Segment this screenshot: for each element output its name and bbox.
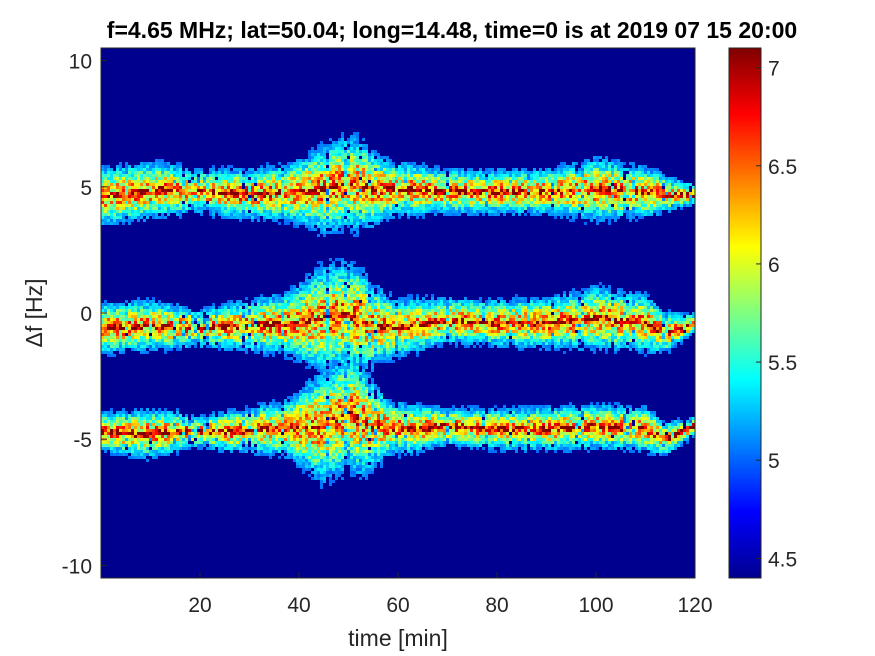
x-axis-label: time [min]	[348, 625, 448, 651]
heatmap-cells	[479, 189, 482, 192]
heatmap-cells	[185, 321, 188, 324]
heatmap-cells	[146, 324, 149, 327]
heatmap-cells	[164, 180, 638, 441]
heatmap-cells	[221, 429, 224, 432]
y-tick-label: 5	[80, 177, 92, 200]
heatmap-cells	[341, 315, 344, 318]
heatmap-cells	[422, 429, 425, 432]
colorbar-tick-label: 5.5	[768, 352, 797, 375]
heatmap-cells	[377, 420, 380, 423]
y-axis-ticks: -10 -5 0 5 10	[62, 51, 107, 578]
heatmap-cells	[512, 189, 515, 192]
chart-title: f=4.65 MHz; lat=50.04; long=14.48, time=…	[107, 17, 797, 43]
heatmap-cells	[323, 186, 326, 189]
heatmap-cells	[440, 426, 443, 429]
heatmap-cells	[548, 327, 551, 330]
heatmap-cells	[479, 429, 482, 432]
colorbar-tick-label: 5	[768, 450, 780, 473]
heatmap-cells	[521, 426, 524, 429]
heatmap-cells	[110, 192, 113, 195]
x-axis-ticks: 20 40 60 80 100 120	[188, 572, 713, 617]
heatmap-cells	[458, 189, 461, 192]
colorbar-ticks: 4.5 5 5.5 6 6.5 7	[756, 58, 797, 571]
colorbar-tick-label: 7	[768, 58, 780, 81]
x-tick-label: 80	[485, 594, 508, 617]
heatmap-cells	[107, 162, 572, 441]
x-tick-label: 40	[287, 594, 310, 617]
colorbar-tick-label: 4.5	[768, 548, 797, 571]
heatmap-cells	[341, 174, 344, 177]
y-tick-label: 10	[69, 51, 92, 74]
heatmap-cells	[314, 318, 317, 321]
heatmap-cells	[605, 186, 611, 192]
heatmap-cells	[593, 189, 596, 192]
heatmap-cells	[476, 426, 479, 429]
heatmap-cells	[365, 420, 368, 423]
y-tick-label: 0	[80, 303, 92, 326]
heatmap-cells	[521, 321, 524, 324]
x-tick-label: 100	[578, 594, 613, 617]
y-axis-label: Δf [Hz]	[21, 278, 47, 347]
heatmap-cells	[251, 429, 254, 432]
heatmap-cells	[128, 150, 674, 453]
heatmap-cells	[266, 324, 269, 327]
heatmap-cells	[113, 135, 635, 456]
colorbar-tick-label: 6.5	[768, 156, 797, 179]
heatmap-cells	[293, 327, 296, 330]
heatmap-cells	[317, 192, 320, 195]
y-tick-label: -10	[62, 555, 92, 578]
colorbar-tick-label: 6	[768, 254, 780, 277]
heatmap-cells	[398, 327, 401, 330]
heatmap-cells	[464, 186, 467, 189]
heatmap-cells	[125, 162, 674, 447]
x-tick-label: 120	[677, 594, 712, 617]
colorbar	[728, 47, 762, 579]
heatmap-cells	[365, 183, 368, 186]
x-tick-label: 20	[188, 594, 211, 617]
y-tick-label: -5	[73, 429, 92, 452]
x-tick-label: 60	[386, 594, 409, 617]
